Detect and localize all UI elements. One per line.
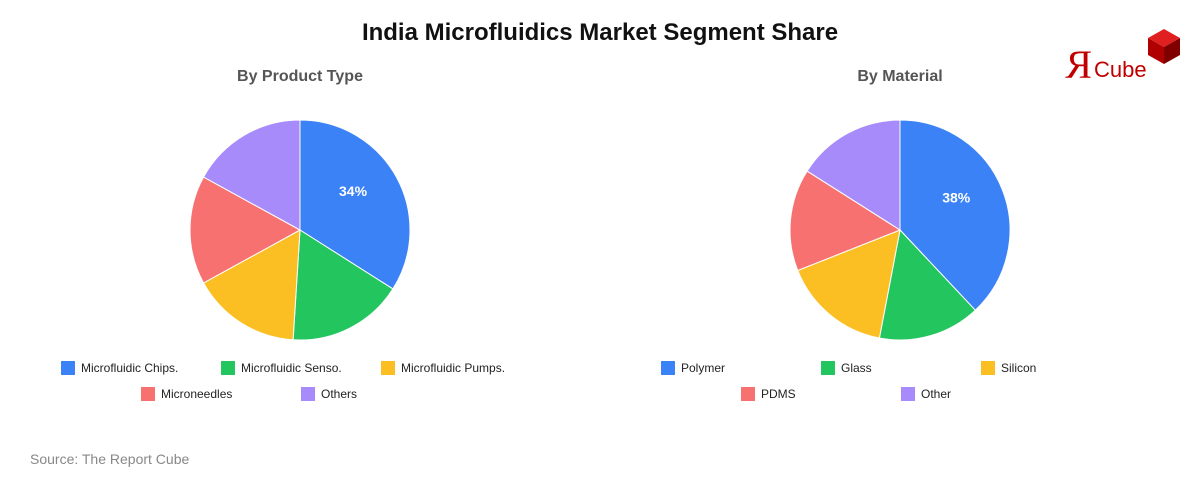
pie-slice-microfluidic-pumps- xyxy=(202,229,301,341)
legend-item[interactable]: Polymer xyxy=(661,361,725,375)
legend-swatch xyxy=(381,361,395,375)
pie-2-title: By Material xyxy=(857,68,943,85)
legend-swatch xyxy=(141,387,155,401)
legend-item[interactable]: Others xyxy=(301,387,357,401)
legend-label: Microneedles xyxy=(161,387,233,401)
pie-slice-others xyxy=(202,119,301,231)
legend-swatch xyxy=(821,361,835,375)
pie-slice-microfluidic-chips- xyxy=(299,119,411,290)
legend-label: Others xyxy=(321,387,358,401)
legend-label: Other xyxy=(921,387,952,401)
legend-swatch xyxy=(661,361,675,375)
pie-1-title: By Product Type xyxy=(237,68,363,85)
legend-item[interactable]: Microfluidic Chips. xyxy=(61,361,178,375)
legend-swatch xyxy=(901,387,915,401)
svg-text:Cube: Cube xyxy=(1094,57,1147,82)
legend-item[interactable]: Other xyxy=(901,387,951,401)
legend-item[interactable]: PDMS xyxy=(741,387,796,401)
legend-item[interactable]: Microfluidic Pumps. xyxy=(381,361,505,375)
pie-slice-other xyxy=(806,119,901,231)
data-label: 38% xyxy=(942,190,971,206)
svg-text:R: R xyxy=(1065,42,1092,86)
pie-slice-microneedles xyxy=(189,176,302,284)
legend-item[interactable]: Silicon xyxy=(981,361,1036,375)
legend-label: Polymer xyxy=(681,361,726,375)
legend-label: Silicon xyxy=(1001,361,1037,375)
legend-label: Glass xyxy=(841,361,872,375)
legend-item[interactable]: Glass xyxy=(821,361,872,375)
chart-title: India Microfluidics Market Segment Share xyxy=(361,19,839,46)
legend-swatch xyxy=(741,387,755,401)
legend-label: PDMS xyxy=(761,387,796,401)
report-cube-logo: R Cube xyxy=(1060,26,1185,86)
legend-item[interactable]: Microneedles xyxy=(141,387,232,401)
pie-slice-silicon xyxy=(797,229,901,339)
source-note: Source: The Report Cube xyxy=(30,451,190,467)
legend-swatch xyxy=(61,361,75,375)
legend-label: Microfluidic Senso. xyxy=(241,361,342,375)
legend-label: Microfluidic Chips. xyxy=(81,361,179,375)
legend-label: Microfluidic Pumps. xyxy=(401,361,506,375)
legend-swatch xyxy=(221,361,235,375)
legend-item[interactable]: Microfluidic Senso. xyxy=(221,361,342,375)
pie-slice-polymer xyxy=(899,119,1011,311)
pie-slice-glass xyxy=(878,228,977,341)
legend-swatch xyxy=(981,361,995,375)
pie-slice-pdms xyxy=(789,170,902,272)
data-label: 34% xyxy=(339,183,368,199)
pie-slice-microfluidic-senso- xyxy=(292,229,394,341)
legend-swatch xyxy=(301,387,315,401)
